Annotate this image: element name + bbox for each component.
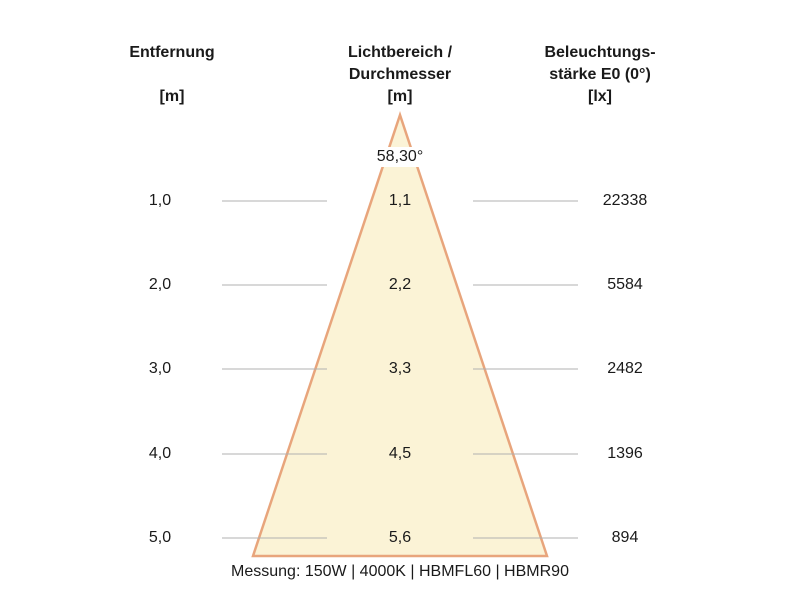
light-cone	[251, 111, 549, 558]
illuminance-header: Beleuchtungs- stärke E0 (0°) [lx]	[520, 42, 680, 108]
diameter-value-5: 5,6	[388, 529, 412, 546]
distance-header: Entfernung [m]	[110, 42, 234, 108]
distance-value-5: 5,0	[148, 529, 172, 546]
beam-header: Lichtbereich / Durchmesser [m]	[330, 42, 470, 108]
distance-header-title: Entfernung	[129, 44, 215, 61]
illuminance-value-4: 1396	[607, 445, 643, 462]
diameter-value-3: 3,3	[388, 360, 412, 377]
illuminance-value-2: 5584	[607, 276, 643, 293]
beam-angle-label: 58,30°	[360, 147, 440, 167]
illuminance-header-line2: stärke E0 (0°)	[549, 66, 651, 83]
illuminance-value-1: 22338	[602, 192, 648, 209]
diameter-value-4: 4,5	[388, 445, 412, 462]
diameter-value-1: 1,1	[388, 192, 412, 209]
distance-value-4: 4,0	[148, 445, 172, 462]
distance-value-3: 3,0	[148, 360, 172, 377]
beam-header-line2: Durchmesser	[348, 66, 452, 83]
measurement-footer: Messung: 150W | 4000K | HBMFL60 | HBMR90	[231, 563, 569, 580]
illuminance-header-line1: Beleuchtungs-	[544, 44, 656, 61]
beam-header-unit: [m]	[387, 88, 413, 105]
diameter-value-2: 2,2	[388, 276, 412, 293]
distance-value-1: 1,0	[148, 192, 172, 209]
distance-header-unit: [m]	[159, 88, 185, 105]
illuminance-value-5: 894	[611, 529, 639, 546]
distance-value-2: 2,0	[148, 276, 172, 293]
beam-header-line1: Lichtbereich /	[347, 44, 453, 61]
illuminance-value-3: 2482	[607, 360, 643, 377]
guide-lines	[222, 200, 578, 539]
illuminance-header-unit: [lx]	[588, 88, 612, 105]
